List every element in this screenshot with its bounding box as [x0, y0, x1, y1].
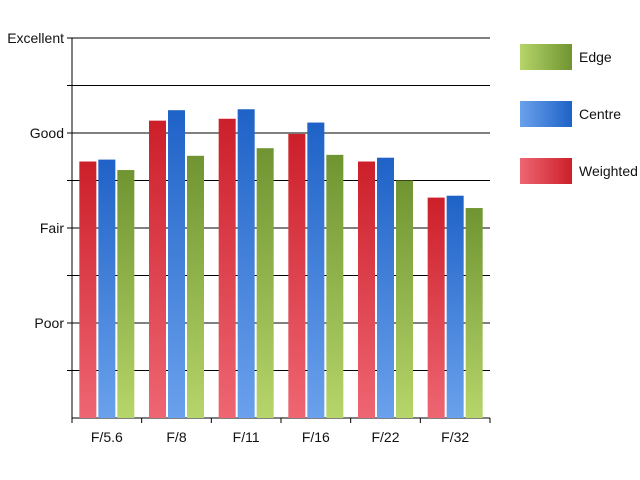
legend-swatch-centre	[520, 101, 572, 127]
bar-weighted-4	[358, 161, 375, 418]
axes	[67, 37, 491, 423]
bar-edge-1	[187, 155, 204, 419]
bar-edge-0	[117, 170, 135, 418]
y-tick-label: Good	[30, 125, 64, 141]
bar-centre-4	[377, 157, 394, 418]
bar-centre-2	[237, 109, 255, 418]
bar-edge-2	[256, 148, 274, 418]
bar-edge-3	[326, 154, 344, 418]
bar-centre-3	[307, 122, 325, 419]
x-tick-label: F/32	[441, 429, 469, 445]
bar-weighted-5	[427, 197, 445, 418]
legend-label-centre: Centre	[579, 106, 621, 122]
legend-label-edge: Edge	[579, 49, 612, 65]
x-tick-label: F/16	[302, 429, 330, 445]
x-tick-label: F/5.6	[91, 429, 123, 445]
bar-edge-4	[396, 180, 413, 418]
grid-lines	[72, 37, 490, 371]
bar-weighted-3	[288, 133, 306, 418]
y-tick-label: Fair	[40, 220, 64, 236]
x-tick-label: F/22	[371, 429, 399, 445]
legend-swatch-weighted	[520, 158, 572, 184]
bar-centre-1	[168, 110, 185, 418]
y-tick-label: Poor	[34, 315, 64, 331]
bar-edge-5	[465, 208, 483, 418]
y-tick-label: Excellent	[7, 30, 64, 46]
bar-centre-5	[446, 195, 464, 418]
legend: Edge Centre Weighted	[520, 44, 638, 184]
legend-label-weighted: Weighted	[579, 163, 638, 179]
bar-centre-0	[98, 159, 116, 418]
bar-weighted-2	[218, 118, 236, 418]
bars	[79, 109, 483, 419]
bar-weighted-0	[79, 161, 97, 418]
x-tick-label: F/11	[233, 429, 260, 445]
x-tick-label: F/8	[166, 429, 186, 445]
legend-swatch-edge	[520, 44, 572, 70]
bar-weighted-1	[149, 120, 166, 419]
x-tick-labels: F/5.6 F/8 F/11 F/16 F/22 F/32	[91, 429, 470, 445]
y-tick-labels: Excellent Good Fair Poor	[7, 30, 64, 331]
